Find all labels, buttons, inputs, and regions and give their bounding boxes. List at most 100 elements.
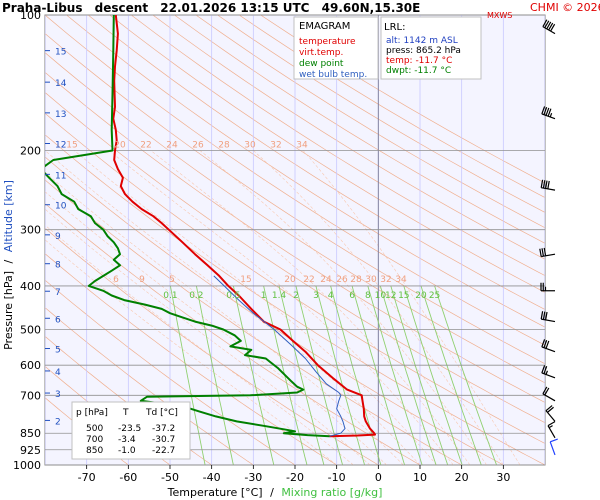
wind-barb bbox=[539, 247, 556, 258]
lrl-alt: alt: 1142 m ASL bbox=[386, 36, 458, 46]
adiabat-label: 30 bbox=[244, 140, 256, 150]
wind-barb-flag bbox=[545, 107, 550, 116]
temperature-tick-label: -60 bbox=[119, 471, 137, 484]
wind-barb-staff bbox=[541, 372, 556, 379]
temperature-tick-label: -30 bbox=[244, 471, 262, 484]
adiabat-label: 20 bbox=[114, 140, 126, 150]
wind-barb-flag bbox=[550, 438, 558, 443]
altitude-tick-label: 10 bbox=[55, 202, 67, 212]
wind-barb-flag bbox=[541, 248, 545, 257]
legend-title: EMAGRAM bbox=[299, 21, 350, 32]
wind-barb bbox=[542, 386, 556, 402]
adiabat-label: 24 bbox=[320, 275, 332, 285]
adiabat-label: 32 bbox=[270, 140, 281, 150]
mixing-ratio-label: 12 bbox=[385, 291, 396, 301]
svg-text:Praha-Libus descent 22: Praha-Libus descent 22.01.2026 13:15 UTC… bbox=[2, 1, 420, 15]
coordinates: 49.60N,15.30E bbox=[322, 1, 421, 15]
dry-adiabat bbox=[152, 15, 545, 260]
legend-item-virt-temp: virt.temp. bbox=[299, 48, 343, 58]
svg-text:Temperature [°C] / Mix: Temperature [°C] / Mixing ratio [g/kg] bbox=[167, 486, 383, 499]
temperature-tick-label: 10 bbox=[413, 471, 427, 484]
mixing-ratio-label: 20 bbox=[415, 291, 427, 301]
wind-barb-flag bbox=[542, 180, 546, 189]
dry-adiabat bbox=[45, 52, 545, 384]
wind-barb-staff bbox=[549, 441, 556, 456]
wind-barb-staff bbox=[541, 253, 556, 258]
dry-adiabat bbox=[109, 15, 545, 293]
pressure-tick-label: 300 bbox=[20, 224, 41, 237]
wind-barb bbox=[541, 365, 556, 379]
table-header-td: Td [°C] bbox=[145, 408, 178, 418]
adiabat-label: 9 bbox=[139, 275, 145, 285]
wind-barb-flag bbox=[544, 20, 550, 29]
series-line-wet-bulb-temp bbox=[213, 275, 346, 437]
mixing-ratio-label: 25 bbox=[429, 291, 440, 301]
adiabat-label: 6 bbox=[113, 275, 119, 285]
wind-barb-flag bbox=[550, 23, 556, 32]
dry-adiabat bbox=[217, 15, 545, 213]
moist-adiabat bbox=[74, 150, 437, 465]
lrl-box bbox=[380, 16, 482, 80]
adiabat-label: 26 bbox=[192, 140, 204, 150]
wind-barb-flag bbox=[548, 22, 554, 31]
altitude-tick-label: 13 bbox=[55, 110, 66, 120]
wind-barb-staff bbox=[542, 393, 556, 402]
adiabat-label: 15 bbox=[240, 275, 251, 285]
dry-adiabat bbox=[45, 71, 545, 403]
wind-barb-flag bbox=[546, 21, 552, 30]
altitude-tick-label: 15 bbox=[55, 48, 66, 58]
wind-barb bbox=[542, 19, 556, 35]
mixing-ratio-label: 15 bbox=[398, 291, 409, 301]
dry-adiabat bbox=[66, 15, 545, 328]
altitude-tick-label: 2 bbox=[55, 417, 61, 427]
temperature-tick-label: 20 bbox=[455, 471, 469, 484]
altitude-tick-label: 4 bbox=[55, 368, 61, 378]
wind-barb-staff bbox=[547, 425, 556, 439]
lrl-title: LRL: bbox=[384, 22, 405, 33]
wind-barb bbox=[541, 106, 556, 120]
data-table-box bbox=[71, 401, 191, 460]
wind-barb-staff bbox=[541, 113, 556, 120]
wind-barb-flag bbox=[541, 106, 546, 115]
flight-type: descent bbox=[95, 1, 149, 15]
wind-barb-flag bbox=[547, 180, 550, 189]
mixing-ratio-label: 0.2 bbox=[189, 291, 203, 301]
wind-barb-flag bbox=[541, 339, 546, 348]
wind-barb-flag bbox=[542, 19, 548, 27]
mixing-ratio-label: 6 bbox=[349, 291, 355, 301]
altitude-tick-label: 8 bbox=[55, 261, 61, 271]
moist-adiabat bbox=[45, 224, 354, 465]
wind-barb bbox=[547, 421, 556, 439]
y-axis-label-pressure: Pressure [hPa] bbox=[2, 271, 15, 350]
mixing-ratio-label: 1 bbox=[261, 291, 267, 301]
wind-barb-flag bbox=[545, 180, 548, 189]
datetime: 22.01.2026 13:15 UTC bbox=[160, 1, 309, 15]
y-axis-label-altitude: Altitude [km] bbox=[2, 180, 15, 252]
wind-barb-flag bbox=[547, 421, 556, 427]
wind-barb-staff bbox=[541, 346, 556, 353]
temperature-tick-label: -50 bbox=[161, 471, 179, 484]
dry-adiabat bbox=[195, 15, 545, 229]
mixing-ratio-label: 1.4 bbox=[272, 291, 287, 301]
adiabat-label: 30 bbox=[365, 275, 377, 285]
wind-barb-flag bbox=[547, 108, 552, 117]
x-axis-label-mixing: Mixing ratio [g/kg] bbox=[281, 486, 382, 499]
series-line-temperature bbox=[112, 15, 376, 438]
wind-barb-flag bbox=[542, 311, 546, 320]
altitude-tick-label: 6 bbox=[55, 315, 61, 325]
wind-barb-half bbox=[545, 370, 548, 375]
adiabat-label: 5 bbox=[169, 275, 175, 285]
moist-adiabat bbox=[199, 150, 487, 465]
wind-barb-flag bbox=[540, 311, 544, 320]
adiabat-label: 20 bbox=[284, 275, 296, 285]
dry-adiabat bbox=[174, 15, 545, 244]
wind-barb-flag bbox=[545, 311, 548, 321]
adiabat-label: 34 bbox=[296, 140, 308, 150]
series-line-dew-point bbox=[45, 15, 330, 438]
wind-barb-flag bbox=[543, 339, 548, 348]
x-axis-label-sep: / bbox=[270, 486, 274, 499]
pressure-tick-label: 1000 bbox=[13, 459, 41, 472]
dry-adiabat bbox=[45, 33, 545, 365]
temperature-tick-label: -10 bbox=[328, 471, 346, 484]
